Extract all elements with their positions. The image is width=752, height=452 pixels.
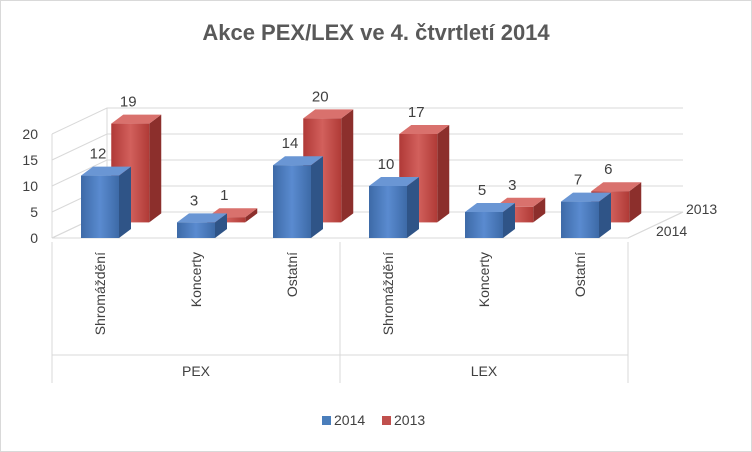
bar-side	[599, 192, 611, 238]
bar-side	[629, 182, 642, 223]
chart-title: Akce PEX/LEX ve 4. čtvrtletí 2014	[202, 20, 550, 45]
bar-top	[369, 177, 419, 186]
bar-2014	[273, 156, 323, 238]
bar-front	[81, 175, 119, 238]
data-label: 20	[312, 88, 329, 105]
depth-axis: 2013 2014	[627, 201, 717, 239]
bar-top	[399, 125, 450, 134]
bar-top	[561, 192, 611, 202]
bar-front	[273, 165, 311, 238]
legend-swatch	[382, 416, 391, 425]
data-label: 1	[220, 187, 228, 204]
data-label: 3	[508, 177, 516, 194]
x-axis: Shromáždění Koncerty Ostatní Shromáždění Kon…	[51, 242, 629, 383]
bar-side	[503, 203, 515, 238]
bar-top	[303, 109, 354, 119]
bar-top	[465, 203, 515, 212]
bar-top	[111, 114, 162, 124]
bar-front	[177, 222, 215, 238]
y-tick-label: 0	[30, 230, 38, 246]
x-tick-label: Ostatní	[572, 252, 588, 297]
data-label: 17	[408, 104, 425, 121]
bar-front	[465, 212, 503, 238]
data-labels-layer: 19 1 20 17 3 6 12 3 14 10 5 7	[90, 88, 613, 209]
bar-side	[341, 109, 354, 223]
bar-side	[119, 166, 131, 238]
data-label: 14	[282, 135, 299, 152]
data-label: 3	[190, 192, 198, 209]
group-label: LEX	[471, 363, 498, 379]
group-label: PEX	[182, 363, 211, 379]
bar-side	[215, 213, 227, 238]
data-label: 12	[90, 146, 107, 163]
bar-top	[81, 166, 131, 176]
depth-label: 2013	[686, 201, 717, 217]
y-tick-label: 5	[30, 204, 38, 220]
legend-swatch	[322, 416, 331, 425]
bar-front	[561, 201, 599, 238]
bar-side	[407, 177, 419, 238]
bar-side	[311, 156, 323, 238]
y-tick-label: 10	[22, 178, 38, 194]
bar-side	[149, 114, 162, 223]
legend: 2014 2013	[322, 412, 425, 428]
bar-top	[591, 182, 642, 192]
bar-side	[533, 197, 546, 223]
data-label: 5	[478, 182, 486, 199]
x-tick-label: Koncerty	[476, 252, 492, 307]
bar-side	[437, 125, 450, 223]
bar-2014	[465, 203, 515, 238]
bars-layer	[81, 109, 642, 238]
bar-front	[369, 186, 407, 238]
bar-top	[177, 213, 227, 223]
y-tick-label: 20	[22, 126, 38, 142]
y-axis: 0 5 10 15 20	[22, 126, 38, 246]
legend-label: 2013	[394, 412, 425, 428]
bar-side	[245, 208, 258, 223]
x-tick-label: Shromáždění	[92, 252, 108, 335]
legend-label: 2014	[334, 412, 365, 428]
data-label: 7	[574, 172, 582, 189]
data-label: 6	[604, 161, 612, 178]
bar-2014	[561, 192, 611, 238]
depth-label: 2014	[656, 223, 687, 239]
bar-2014	[369, 177, 419, 238]
x-tick-label: Koncerty	[188, 252, 204, 307]
bar-2014	[81, 166, 131, 238]
x-tick-label: Shromáždění	[380, 252, 396, 335]
data-label: 10	[378, 156, 395, 173]
y-tick-label: 15	[22, 152, 38, 168]
bar-2014	[177, 213, 227, 238]
depth-axis-line	[627, 211, 684, 239]
x-tick-label: Ostatní	[284, 252, 300, 297]
bar-top	[273, 156, 323, 166]
data-label: 19	[120, 94, 137, 111]
